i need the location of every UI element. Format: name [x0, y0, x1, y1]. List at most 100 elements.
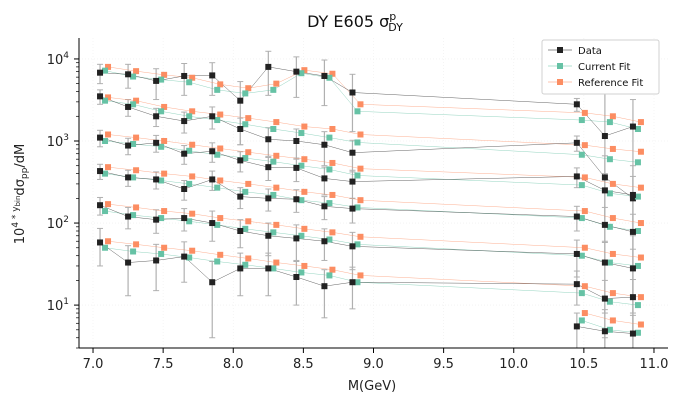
- marker-reference: [105, 201, 112, 208]
- marker-data: [601, 187, 608, 194]
- marker-current: [242, 155, 249, 162]
- marker-current: [214, 151, 221, 158]
- x-tick-label-0: 7.0: [83, 357, 104, 372]
- marker-current: [578, 290, 585, 297]
- marker-reference: [217, 251, 224, 258]
- marker-reference: [245, 85, 252, 92]
- marker-current: [214, 117, 221, 124]
- marker-reference: [161, 208, 168, 215]
- marker-current: [354, 108, 361, 115]
- marker-current: [130, 248, 137, 255]
- marker-reference: [357, 233, 364, 240]
- legend-box: [541, 39, 660, 95]
- marker-current: [578, 252, 585, 259]
- x-tick-label-6: 10.0: [499, 357, 528, 372]
- marker-reference: [161, 71, 168, 78]
- series-line-reference-3: [108, 166, 641, 224]
- marker-current: [242, 121, 249, 128]
- marker-current: [102, 170, 109, 177]
- marker-reference: [189, 210, 196, 217]
- marker-reference: [189, 141, 196, 148]
- marker-current: [354, 139, 361, 146]
- marker-data: [125, 213, 132, 220]
- marker-current: [326, 272, 333, 279]
- marker-reference: [245, 149, 252, 156]
- marker-current: [186, 113, 193, 120]
- marker-data: [629, 228, 636, 235]
- x-tick-label-4: 9.0: [363, 357, 384, 372]
- marker-current: [158, 76, 165, 83]
- marker-reference: [217, 215, 224, 222]
- marker-data: [97, 168, 104, 175]
- marker-reference: [105, 164, 112, 171]
- series-line-reference-5: [108, 241, 641, 298]
- marker-reference: [189, 74, 196, 81]
- marker-current: [270, 229, 277, 236]
- marker-current: [298, 269, 305, 276]
- marker-reference: [609, 180, 616, 187]
- marker-current: [102, 244, 109, 251]
- marker-data: [209, 176, 216, 183]
- marker-reference: [133, 97, 140, 104]
- marker-data: [125, 259, 132, 266]
- marker-current: [634, 126, 641, 133]
- marker-current: [130, 140, 137, 147]
- marker-data: [97, 134, 104, 141]
- marker-reference: [217, 81, 224, 88]
- x-ticks: 7.0 7.5 8.0 8.5 9.0 9.5 10.0 10.5 11.0: [83, 348, 668, 372]
- series-line-data-5: [99, 242, 633, 299]
- marker-data: [321, 203, 328, 210]
- marker-reference: [581, 142, 588, 149]
- legend: Data Current Fit Reference Fit: [541, 39, 660, 95]
- marker-data: [321, 238, 328, 245]
- marker-data: [629, 330, 636, 337]
- x-tick-label-2: 8.0: [223, 357, 244, 372]
- marker-current: [242, 225, 249, 232]
- x-tick-label-1: 7.5: [153, 357, 174, 372]
- marker-reference: [273, 259, 280, 266]
- marker-reference: [133, 241, 140, 248]
- marker-data: [181, 118, 188, 125]
- marker-current: [606, 326, 613, 333]
- marker-data: [153, 216, 160, 223]
- marker-reference: [273, 119, 280, 126]
- marker-reference: [357, 165, 364, 172]
- y-tick-label-1: 102: [47, 215, 69, 232]
- marker-data: [181, 72, 188, 79]
- marker-current: [298, 70, 305, 77]
- marker-current: [270, 158, 277, 165]
- marker-reference: [637, 254, 644, 261]
- marker-current: [270, 126, 277, 133]
- legend-marker-reference: [557, 79, 563, 85]
- marker-data: [573, 139, 580, 146]
- marker-current: [354, 241, 361, 248]
- marker-current: [158, 215, 165, 222]
- y-axis-label: 104 * ybindσpp/dM: [11, 144, 30, 244]
- y-tick-label-3: 104: [47, 51, 70, 68]
- marker-reference: [637, 119, 644, 126]
- marker-data: [601, 295, 608, 302]
- marker-data: [321, 283, 328, 290]
- marker-data: [629, 123, 636, 130]
- marker-reference: [609, 113, 616, 120]
- marker-reference: [301, 67, 308, 74]
- marker-data: [349, 149, 356, 156]
- series-line-reference-4: [108, 203, 641, 258]
- marker-current: [326, 166, 333, 173]
- marker-reference: [637, 321, 644, 328]
- y-ticks: 101 102 103 104: [47, 51, 79, 349]
- marker-current: [242, 90, 249, 97]
- marker-data: [265, 232, 272, 239]
- data-markers: [97, 63, 644, 337]
- marker-data: [349, 205, 356, 212]
- marker-current: [634, 329, 641, 336]
- marker-data: [265, 63, 272, 70]
- marker-data: [153, 176, 160, 183]
- legend-marker-data: [557, 47, 563, 53]
- series-line-data-4: [99, 204, 633, 269]
- marker-current: [578, 317, 585, 324]
- marker-data: [629, 294, 636, 301]
- marker-data: [601, 133, 608, 140]
- marker-reference: [301, 225, 308, 232]
- marker-data: [125, 71, 132, 78]
